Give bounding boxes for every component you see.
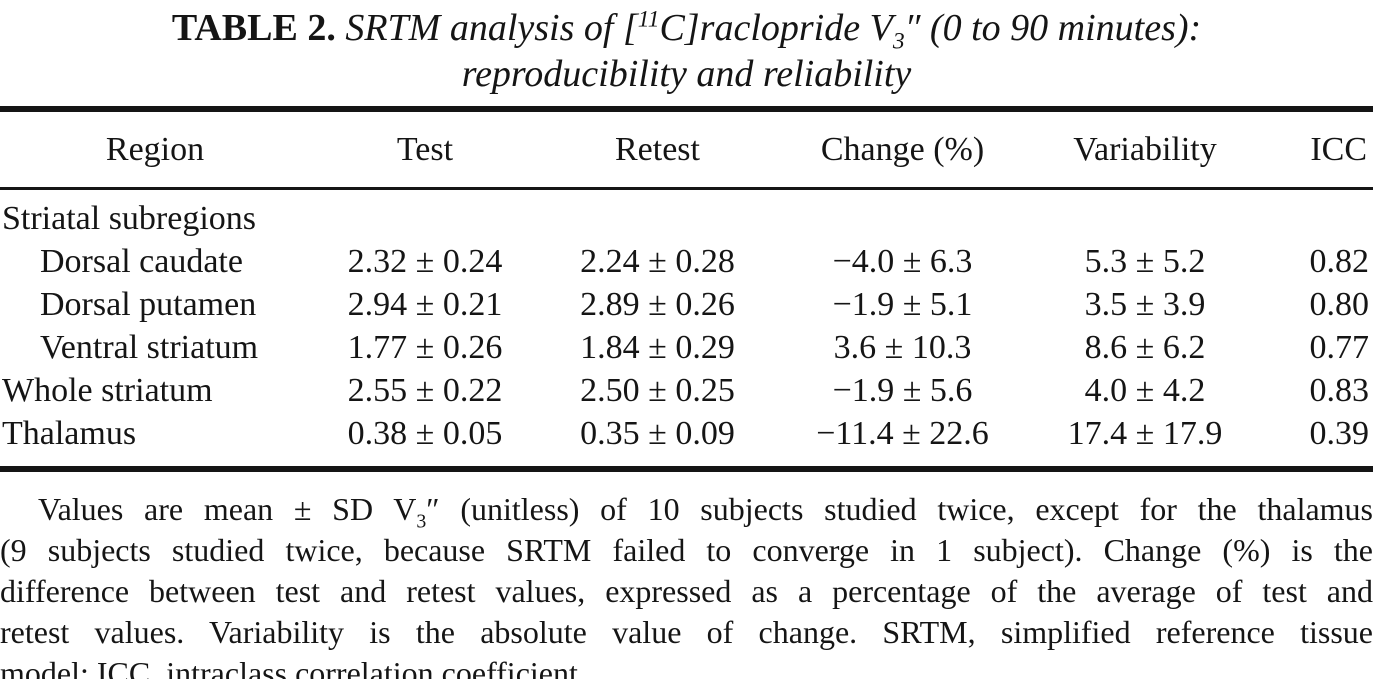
footnote-v3-subscript: 3	[416, 510, 427, 533]
table-caption: TABLE 2. SRTM analysis of [11C]racloprid…	[0, 0, 1373, 97]
footnote-line-1: Values are mean ± SD V3″ (unitless) of 1…	[0, 489, 1373, 533]
caption-title-mid: C]raclopride V	[659, 7, 893, 49]
table-rules-frame: Region Test Retest Change (%) Variabilit…	[0, 106, 1373, 472]
icc-cell: 0.80	[1309, 286, 1370, 323]
table-header: Region Test Retest Change (%) Variabilit…	[0, 112, 1373, 190]
table-row-dorsal-caudate: Dorsal caudate 2.32 ± 0.24 2.24 ± 0.28 −…	[0, 240, 1373, 283]
icc-cell: 0.39	[1309, 415, 1370, 452]
footnote-line-3: difference between test and retest value…	[0, 573, 1373, 609]
icc-cell	[1260, 189, 1373, 241]
region-cell: Thalamus	[2, 415, 137, 452]
table-number-label: TABLE 2.	[171, 7, 336, 49]
variability-cell: 4.0 ± 4.2	[1084, 372, 1206, 409]
retest-cell: 2.89 ± 0.26	[580, 286, 735, 323]
footnote-line-2: (9 subjects studied twice, because SRTM …	[0, 532, 1373, 568]
isotope-superscript: 11	[637, 6, 660, 33]
caption-line-1: TABLE 2. SRTM analysis of [11C]racloprid…	[0, 5, 1373, 53]
region-cell: Striatal subregions	[2, 200, 257, 237]
test-cell: 0.38 ± 0.05	[347, 415, 503, 452]
test-cell: 2.55 ± 0.22	[347, 372, 503, 409]
retest-cell: 2.50 ± 0.25	[580, 372, 735, 409]
column-header-region: Region	[0, 112, 310, 190]
change-cell: −1.9 ± 5.1	[832, 286, 973, 323]
change-cell	[775, 189, 1030, 241]
change-cell: 3.6 ± 10.3	[833, 329, 972, 366]
retest-cell: 1.84 ± 0.29	[580, 329, 735, 366]
table-row-ventral-striatum: Ventral striatum 1.77 ± 0.26 1.84 ± 0.29…	[0, 326, 1373, 369]
icc-cell: 0.83	[1309, 372, 1370, 409]
change-cell: −11.4 ± 22.6	[816, 415, 989, 452]
table-body: Striatal subregions Dorsal caudate 2.32 …	[0, 189, 1373, 467]
column-header-retest: Retest	[540, 112, 775, 190]
variability-cell: 3.5 ± 3.9	[1084, 286, 1206, 323]
region-cell: Whole striatum	[2, 372, 213, 409]
test-cell: 2.94 ± 0.21	[347, 286, 503, 323]
data-table: Region Test Retest Change (%) Variabilit…	[0, 112, 1373, 466]
footnote-line-5: model; ICC, intraclass correlation coeff…	[0, 655, 586, 679]
region-cell: Dorsal putamen	[40, 286, 257, 323]
table-row-dorsal-putamen: Dorsal putamen 2.94 ± 0.21 2.89 ± 0.26 −…	[0, 283, 1373, 326]
header-row: Region Test Retest Change (%) Variabilit…	[0, 112, 1373, 190]
caption-text-pre	[336, 7, 346, 49]
region-cell: Dorsal caudate	[40, 243, 243, 280]
variability-cell	[1030, 189, 1260, 241]
retest-cell: 0.35 ± 0.09	[580, 415, 735, 452]
test-cell	[310, 189, 540, 241]
variability-cell: 8.6 ± 6.2	[1084, 329, 1206, 366]
icc-cell: 0.77	[1309, 329, 1370, 366]
variability-cell: 5.3 ± 5.2	[1084, 243, 1206, 280]
caption-line-2: reproducibility and reliability	[461, 53, 912, 95]
column-header-change: Change (%)	[775, 112, 1030, 190]
retest-cell	[540, 189, 775, 241]
table-row-whole-striatum: Whole striatum 2.55 ± 0.22 2.50 ± 0.25 −…	[0, 369, 1373, 412]
column-header-variability: Variability	[1030, 112, 1260, 190]
test-cell: 1.77 ± 0.26	[347, 329, 503, 366]
caption-title-pre: SRTM analysis of [	[345, 7, 638, 49]
column-header-test: Test	[310, 112, 540, 190]
footnote-text-post: ″ (unitless) of 10 subjects studied twic…	[426, 491, 1373, 527]
change-cell: −1.9 ± 5.6	[832, 372, 973, 409]
variability-cell: 17.4 ± 17.9	[1067, 415, 1223, 452]
footnote-line-4: retest values. Variability is the absolu…	[0, 614, 1373, 650]
test-cell: 2.32 ± 0.24	[347, 243, 503, 280]
table-row-thalamus: Thalamus 0.38 ± 0.05 0.35 ± 0.09 −11.4 ±…	[0, 412, 1373, 466]
change-cell: −4.0 ± 6.3	[832, 243, 973, 280]
v3-subscript: 3	[892, 28, 905, 55]
footnote-text-pre: Values are mean ± SD V	[38, 491, 417, 527]
icc-cell: 0.82	[1309, 243, 1370, 280]
caption-title-post: ″ (0 to 90 minutes):	[904, 7, 1202, 49]
region-cell: Ventral striatum	[40, 329, 259, 366]
retest-cell: 2.24 ± 0.28	[580, 243, 735, 280]
column-header-icc: ICC	[1260, 112, 1373, 190]
table-footnote: Values are mean ± SD V3″ (unitless) of 1…	[0, 489, 1373, 679]
table-row-group-striatal-subregions: Striatal subregions	[0, 189, 1373, 241]
